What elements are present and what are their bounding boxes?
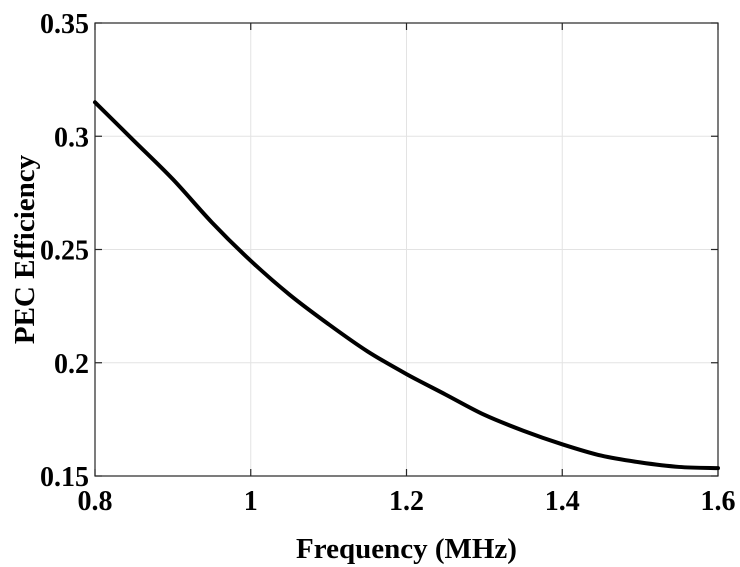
y-tick-label: 0.35 (40, 9, 89, 40)
x-tick-label: 1 (244, 486, 258, 517)
series-layer (93, 100, 720, 471)
y-tick-label: 0.2 (54, 349, 89, 380)
x-axis-title: Frequency (MHz) (296, 533, 517, 565)
y-tick-label: 0.15 (40, 462, 89, 493)
y-tick-label: 0.25 (40, 236, 89, 267)
plot-area (94, 22, 719, 477)
x-tick-labels: 0.8 1 1.2 1.4 1.6 (78, 486, 736, 517)
x-tick-label: 1.4 (545, 486, 580, 517)
x-tick-label: 1.6 (701, 486, 736, 517)
y-tick-labels: 0.15 0.2 0.25 0.3 0.35 (40, 9, 89, 493)
x-tick-label: 1.2 (389, 486, 424, 517)
y-axis-title: PEC Efficiency (9, 154, 41, 344)
grid-lines (94, 22, 719, 477)
x-tick-label: 0.8 (78, 486, 113, 517)
y-tick-label: 0.3 (54, 122, 89, 153)
series-line (93, 100, 720, 471)
